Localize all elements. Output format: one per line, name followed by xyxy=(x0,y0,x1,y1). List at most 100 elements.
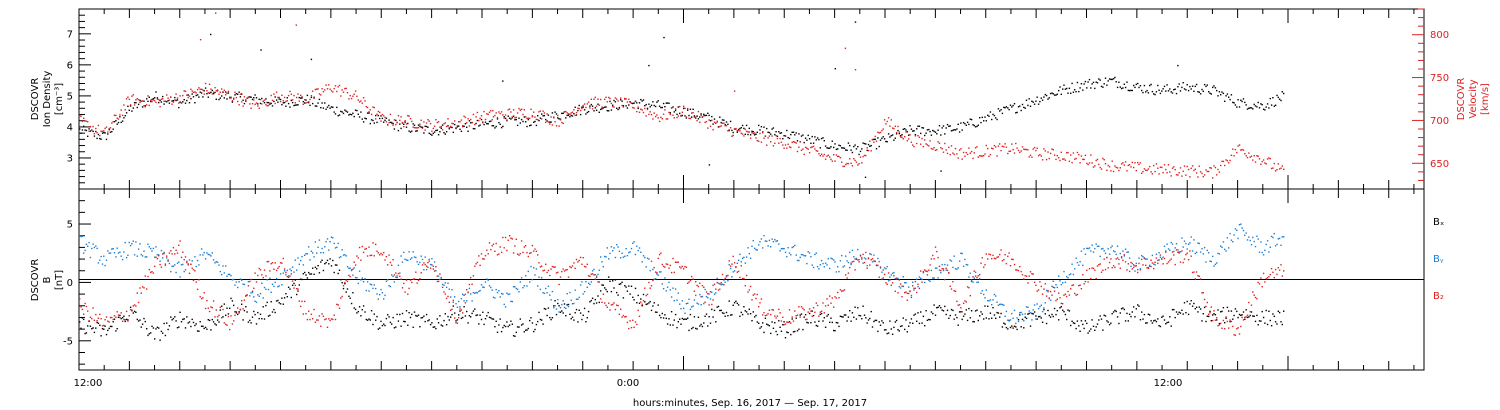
bz-point xyxy=(373,255,375,257)
density-point xyxy=(886,141,888,143)
density-point xyxy=(1202,90,1204,92)
bx-point xyxy=(816,325,819,327)
velocity-tick-label: 700 xyxy=(1430,116,1449,127)
bz-point xyxy=(514,245,516,247)
velocity-point xyxy=(1028,156,1030,158)
bz-point xyxy=(889,279,891,281)
bz-point xyxy=(768,309,771,311)
velocity-point xyxy=(938,142,941,144)
bz-point xyxy=(533,250,535,252)
bx-point xyxy=(796,330,799,332)
density-point xyxy=(1264,109,1266,111)
bx-point xyxy=(231,300,234,302)
density-point xyxy=(1147,92,1150,94)
velocity-point xyxy=(1264,162,1266,164)
bx-point xyxy=(918,322,921,325)
density-point xyxy=(124,115,126,117)
by-point xyxy=(492,296,495,298)
velocity-point xyxy=(1134,162,1136,164)
density-point xyxy=(333,111,335,113)
by-point xyxy=(754,247,756,249)
density-point xyxy=(691,116,693,118)
bx-point xyxy=(1138,305,1140,307)
velocity-point xyxy=(775,135,777,137)
by-point xyxy=(1107,248,1109,250)
velocity-point xyxy=(291,99,294,101)
velocity-point xyxy=(707,127,709,129)
by-point xyxy=(381,292,384,294)
density-point xyxy=(656,101,658,103)
bx-point xyxy=(749,313,752,315)
density-point xyxy=(514,119,516,121)
bx-point xyxy=(333,271,335,274)
density-point xyxy=(808,138,811,140)
density-point xyxy=(518,117,520,119)
bz-point xyxy=(192,279,195,282)
velocity-point xyxy=(539,110,542,112)
by-point xyxy=(1051,285,1053,287)
bx-point xyxy=(1229,320,1231,323)
bz-point xyxy=(1265,278,1267,280)
velocity-point xyxy=(1161,166,1163,169)
by-point xyxy=(537,285,539,287)
bx-point xyxy=(838,325,840,328)
bx-point xyxy=(271,311,274,313)
velocity-point xyxy=(413,127,416,129)
velocity-point xyxy=(680,114,682,117)
velocity-point xyxy=(369,109,371,111)
bz-point xyxy=(1262,272,1265,275)
velocity-point xyxy=(468,125,471,127)
velocity-point xyxy=(329,88,331,90)
density-point xyxy=(732,131,734,134)
velocity-point xyxy=(107,131,109,133)
velocity-point xyxy=(296,96,298,99)
density-point xyxy=(1154,93,1156,96)
velocity-point xyxy=(352,95,354,97)
bz-point xyxy=(495,242,497,245)
density-point xyxy=(585,113,587,115)
bx-point xyxy=(1237,316,1239,319)
bz-point xyxy=(1059,297,1061,299)
bx-point xyxy=(180,321,183,323)
bz-point xyxy=(1249,311,1251,313)
by-point xyxy=(526,285,528,287)
bx-point xyxy=(107,329,109,332)
velocity-point xyxy=(901,136,903,139)
bz-point xyxy=(1033,281,1036,283)
by-point xyxy=(139,243,141,245)
density-point xyxy=(1195,83,1198,86)
bz-point xyxy=(330,318,333,320)
velocity-point xyxy=(243,96,246,98)
bx-point xyxy=(274,311,276,314)
density-point xyxy=(640,98,642,101)
bx-point xyxy=(1103,314,1105,316)
bz-point xyxy=(1052,286,1054,288)
bz-point xyxy=(735,266,737,268)
legend-by: Bᵧ xyxy=(1433,254,1444,265)
velocity-point xyxy=(937,141,939,143)
by-point xyxy=(846,260,848,262)
bx-point xyxy=(691,327,693,330)
bx-point xyxy=(379,327,381,329)
by-point xyxy=(1167,248,1170,250)
by-point xyxy=(999,303,1001,306)
bz-point xyxy=(456,322,459,324)
density-point xyxy=(587,110,590,113)
bz-point xyxy=(336,303,338,306)
by-point xyxy=(653,278,655,280)
bx-point xyxy=(1025,317,1028,320)
bz-point xyxy=(296,288,298,290)
density-point xyxy=(467,130,469,132)
velocity-point xyxy=(192,91,195,93)
bx-point xyxy=(400,325,402,327)
density-point xyxy=(729,120,732,123)
velocity-point xyxy=(150,99,152,101)
by-point xyxy=(1091,244,1093,246)
density-point xyxy=(202,96,204,98)
density-point xyxy=(270,102,272,105)
bz-point xyxy=(649,287,651,289)
density-point xyxy=(243,102,246,105)
legend-bx: Bₓ xyxy=(1433,217,1444,228)
by-point xyxy=(515,287,517,290)
bx-point xyxy=(549,316,551,319)
